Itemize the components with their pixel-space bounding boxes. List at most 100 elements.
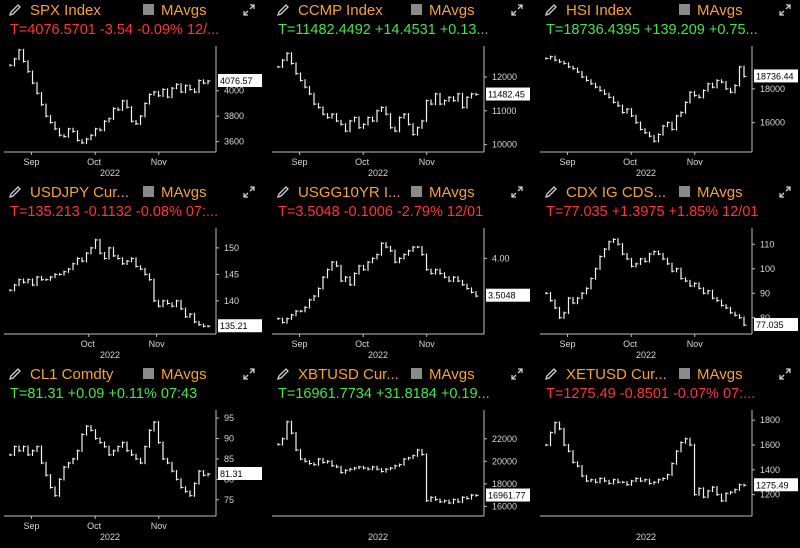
y-tick-label: 110	[760, 239, 774, 249]
chart-panel[interactable]: HSI Index MAvgs T=18736.4395 +139.209 +0…	[536, 0, 800, 180]
chart-panel[interactable]: USDJPY Cur... MAvgs T=135.213 -0.1132 -0…	[0, 182, 264, 362]
mavgs-label[interactable]: MAvgs	[161, 366, 207, 383]
quote-line: T=16961.7734 +31.8184 +0.19...	[278, 386, 490, 402]
panel-title[interactable]: CL1 Comdty	[30, 366, 114, 383]
panel-title[interactable]: CCMP Index	[298, 2, 383, 19]
y-tick-label: 100	[760, 264, 775, 274]
price-chart: 4000 3800 3600 4076.57 Sep Oct Nov 2022	[4, 46, 262, 178]
last-price-label: 77.035	[756, 320, 784, 330]
x-tick-label: Nov	[149, 339, 166, 349]
x-tick-label: Nov	[151, 521, 168, 531]
x-year-label: 2022	[100, 168, 120, 178]
y-tick-label: 1400	[760, 465, 780, 475]
y-tick-label: 18000	[760, 84, 785, 94]
mavgs-checkbox[interactable]	[411, 4, 422, 15]
x-tick-label: Sep	[292, 339, 308, 349]
y-tick-label: 3800	[224, 111, 244, 121]
expand-icon[interactable]	[510, 3, 524, 17]
x-year-label: 2022	[636, 532, 656, 542]
chart-panel[interactable]: SPX Index MAvgs T=4076.5701 -3.54 -0.09%…	[0, 0, 264, 180]
chart-panel[interactable]: CDX IG CDS... MAvgs T=77.035 +1.3975 +1.…	[536, 182, 800, 362]
expand-icon[interactable]	[778, 185, 792, 199]
chart-panel[interactable]: XBTUSD Cur... MAvgs T=16961.7734 +31.818…	[268, 364, 532, 544]
expand-icon[interactable]	[778, 367, 792, 381]
pencil-icon[interactable]	[544, 3, 558, 17]
mavgs-checkbox[interactable]	[143, 186, 154, 197]
panel-title[interactable]: XETUSD Cur...	[566, 366, 667, 383]
mavgs-label[interactable]: MAvgs	[429, 366, 475, 383]
price-chart: 18000 16000 18736.44 Sep Oct Nov 2022	[540, 46, 798, 178]
y-tick-label: 1600	[760, 440, 780, 450]
x-tick-label: Oct	[355, 339, 370, 349]
mavgs-checkbox[interactable]	[679, 368, 690, 379]
panel-title[interactable]: CDX IG CDS...	[566, 184, 667, 201]
expand-icon[interactable]	[510, 367, 524, 381]
quote-line: T=77.035 +1.3975 +1.85% 12/01	[546, 204, 759, 220]
expand-icon[interactable]	[510, 185, 524, 199]
panel-title[interactable]: HSI Index	[566, 2, 632, 19]
chart-panel[interactable]: XETUSD Cur... MAvgs T=1275.49 -0.8501 -0…	[536, 364, 800, 544]
mavgs-checkbox[interactable]	[143, 4, 154, 15]
mavgs-checkbox[interactable]	[411, 186, 422, 197]
pencil-icon[interactable]	[8, 3, 22, 17]
pencil-icon[interactable]	[276, 3, 290, 17]
pencil-icon[interactable]	[544, 367, 558, 381]
mavgs-label[interactable]: MAvgs	[429, 2, 475, 19]
x-year-label: 2022	[368, 168, 388, 178]
y-tick-label: 11000	[492, 106, 516, 116]
mavgs-checkbox[interactable]	[679, 4, 690, 15]
y-tick-label: 1200	[760, 490, 780, 500]
mavgs-label[interactable]: MAvgs	[697, 366, 743, 383]
expand-icon[interactable]	[242, 3, 256, 17]
y-tick-label: 80	[760, 313, 770, 323]
mavgs-checkbox[interactable]	[143, 368, 154, 379]
quote-line: T=4076.5701 -3.54 -0.09% 12/...	[10, 22, 220, 38]
last-price-label: 16961.77	[488, 491, 526, 501]
mavgs-checkbox[interactable]	[411, 368, 422, 379]
mavgs-label[interactable]: MAvgs	[429, 184, 475, 201]
chart-panel[interactable]: CCMP Index MAvgs T=11482.4492 +14.4531 +…	[268, 0, 532, 180]
chart-panel[interactable]: USGG10YR I... MAvgs T=3.5048 -0.1006 -2.…	[268, 182, 532, 362]
expand-icon[interactable]	[242, 185, 256, 199]
axis-frame	[4, 410, 217, 517]
pencil-icon[interactable]	[276, 367, 290, 381]
y-tick-label: 90	[224, 434, 234, 444]
pencil-icon[interactable]	[544, 185, 558, 199]
mavgs-label[interactable]: MAvgs	[161, 184, 207, 201]
y-tick-label: 22000	[492, 434, 517, 444]
mavgs-label[interactable]: MAvgs	[697, 184, 743, 201]
panel-title[interactable]: USDJPY Cur...	[30, 184, 129, 201]
last-price-tag	[486, 488, 530, 502]
pencil-icon[interactable]	[8, 367, 22, 381]
y-tick-label: 10000	[492, 140, 517, 150]
y-tick-label: 3600	[224, 137, 244, 147]
last-price-label: 4076.57	[220, 76, 253, 86]
last-price-label: 3.5048	[488, 291, 516, 301]
x-year-label: 2022	[636, 168, 656, 178]
x-year-label: 2022	[368, 532, 388, 542]
last-price-label: 18736.44	[756, 71, 794, 81]
last-price-tag	[218, 319, 262, 333]
x-tick-label: Oct	[623, 339, 638, 349]
pencil-icon[interactable]	[8, 185, 22, 199]
pencil-icon[interactable]	[276, 185, 290, 199]
mavgs-label[interactable]: MAvgs	[161, 2, 207, 19]
chart-panel[interactable]: CL1 Comdty MAvgs T=81.31 +0.09 +0.11% 07…	[0, 364, 264, 544]
panel-title[interactable]: USGG10YR I...	[298, 184, 401, 201]
mavgs-label[interactable]: MAvgs	[697, 2, 743, 19]
y-tick-label: 4000	[224, 86, 244, 96]
panel-title[interactable]: XBTUSD Cur...	[298, 366, 399, 383]
expand-icon[interactable]	[242, 367, 256, 381]
axis-frame	[4, 228, 217, 335]
y-tick-label: 145	[224, 269, 239, 279]
last-price-label: 135.21	[220, 321, 248, 331]
x-year-label: 2022	[100, 532, 120, 542]
quote-line: T=135.213 -0.1132 -0.08% 07:...	[10, 204, 219, 220]
mavgs-checkbox[interactable]	[679, 186, 690, 197]
expand-icon[interactable]	[778, 3, 792, 17]
last-price-tag	[486, 87, 530, 101]
panel-title[interactable]: SPX Index	[30, 2, 101, 19]
